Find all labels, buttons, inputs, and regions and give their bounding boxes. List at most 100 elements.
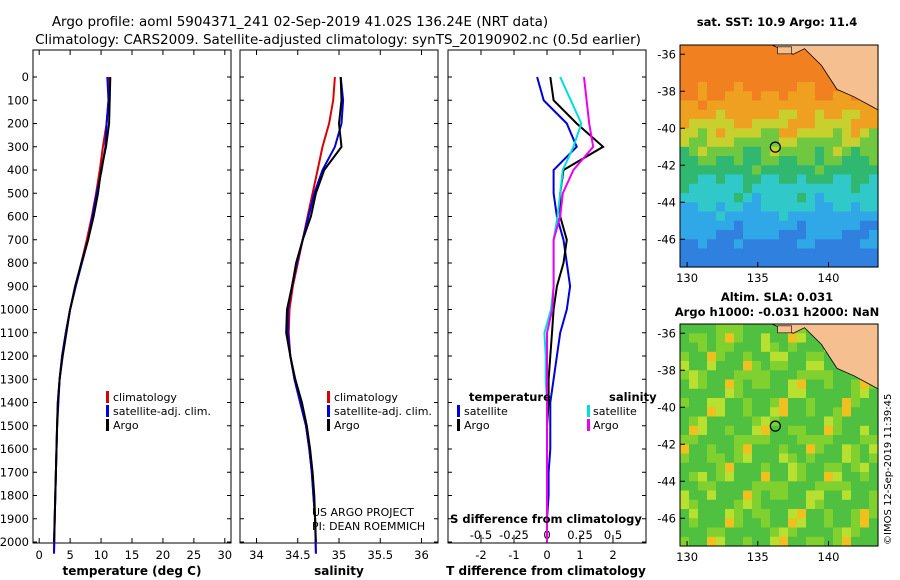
map-cell bbox=[770, 472, 780, 482]
map-cell bbox=[743, 361, 753, 371]
map-cell bbox=[698, 361, 708, 371]
map-cell bbox=[815, 183, 825, 194]
map-cell bbox=[779, 128, 789, 139]
map-cell bbox=[725, 388, 735, 399]
map-cell bbox=[752, 370, 762, 381]
map-cell bbox=[689, 239, 699, 250]
map-cell bbox=[797, 109, 807, 120]
map-cell bbox=[869, 211, 879, 222]
map-cell bbox=[779, 248, 789, 259]
map-cell bbox=[779, 462, 789, 473]
map-cell bbox=[788, 202, 798, 213]
map-cell bbox=[788, 183, 798, 194]
map-cell bbox=[707, 100, 717, 111]
map-cell bbox=[734, 472, 744, 482]
map-cell bbox=[842, 220, 852, 231]
map-cell bbox=[716, 82, 726, 92]
map-cell bbox=[806, 472, 816, 482]
map-cell bbox=[752, 481, 762, 492]
map-cell bbox=[725, 174, 735, 185]
map-cell bbox=[689, 72, 699, 83]
map-cell bbox=[788, 72, 798, 83]
map-cell bbox=[824, 490, 834, 501]
lon-tick-label: 140 bbox=[818, 550, 840, 564]
map-cell bbox=[689, 351, 699, 362]
map-cell bbox=[842, 174, 852, 185]
map-cell bbox=[761, 239, 771, 250]
map-cell bbox=[734, 119, 744, 129]
map-cell bbox=[779, 472, 789, 482]
map-cell bbox=[707, 91, 717, 102]
map-cell bbox=[806, 499, 816, 510]
map-cell bbox=[797, 202, 807, 213]
map-cell bbox=[752, 536, 762, 547]
salinity-legend: climatology satellite-adj. clim. Argo bbox=[327, 391, 432, 432]
map-cell bbox=[716, 63, 726, 74]
map-cell bbox=[761, 45, 771, 55]
map-cell bbox=[806, 109, 816, 120]
map-cell bbox=[824, 91, 834, 102]
map-cell bbox=[761, 183, 771, 194]
map-cell bbox=[743, 444, 753, 455]
map-cell bbox=[770, 220, 780, 231]
map-cell bbox=[833, 388, 843, 399]
map-cell bbox=[743, 407, 753, 418]
depth-tick-label: 2000 bbox=[0, 535, 29, 549]
map-cell bbox=[770, 379, 780, 390]
map-cell bbox=[824, 109, 834, 120]
map-cell bbox=[761, 518, 771, 529]
map-cell bbox=[851, 220, 861, 231]
map-cell bbox=[797, 211, 807, 222]
map-cell bbox=[761, 490, 771, 501]
series-line-salinity-argo bbox=[546, 76, 595, 542]
map-cell bbox=[797, 156, 807, 166]
map-cell bbox=[743, 137, 753, 148]
map-cell bbox=[770, 119, 780, 129]
map-cell bbox=[860, 388, 870, 399]
map-cell bbox=[833, 91, 843, 102]
map-cell bbox=[806, 183, 816, 194]
map-cell bbox=[806, 100, 816, 111]
map-cell bbox=[842, 398, 852, 408]
map-cell bbox=[869, 174, 879, 185]
map-cell bbox=[851, 398, 861, 408]
map-cell bbox=[680, 257, 690, 268]
map-cell bbox=[716, 119, 726, 129]
map-cell bbox=[869, 435, 879, 445]
map-cell bbox=[869, 490, 879, 501]
map-cell bbox=[860, 518, 870, 529]
map-cell bbox=[815, 248, 825, 259]
map-cell bbox=[824, 370, 834, 381]
map-cell bbox=[680, 72, 690, 83]
map-cell bbox=[797, 407, 807, 418]
map-cell bbox=[725, 425, 735, 436]
map-cell bbox=[806, 370, 816, 381]
map-cell bbox=[761, 462, 771, 473]
map-cell bbox=[815, 407, 825, 418]
map-cell bbox=[860, 230, 870, 240]
map-cell bbox=[725, 536, 735, 547]
map-cell bbox=[752, 202, 762, 213]
map-cell bbox=[743, 146, 753, 157]
map-cell bbox=[869, 462, 879, 473]
map-cell bbox=[779, 398, 789, 408]
map-cell bbox=[833, 435, 843, 445]
map-cell bbox=[752, 82, 762, 92]
map-cell bbox=[788, 407, 798, 418]
map-cell bbox=[770, 324, 780, 334]
x-tick-label: 15 bbox=[125, 548, 140, 562]
sst-map: 130 135 140 -36 -38 -40 -42 -44 -46 bbox=[657, 44, 879, 285]
map-cell bbox=[788, 63, 798, 74]
map-cell bbox=[761, 435, 771, 445]
legend-swatch-argo bbox=[106, 419, 109, 431]
map-cell bbox=[689, 54, 699, 65]
map-cell bbox=[788, 388, 798, 399]
map-cell bbox=[734, 100, 744, 111]
map-cell bbox=[851, 462, 861, 473]
map-cell bbox=[743, 481, 753, 492]
map-cell bbox=[725, 119, 735, 129]
map-cell bbox=[815, 379, 825, 390]
map-cell bbox=[851, 388, 861, 399]
map-cell bbox=[707, 435, 717, 445]
map-cell bbox=[779, 536, 789, 547]
